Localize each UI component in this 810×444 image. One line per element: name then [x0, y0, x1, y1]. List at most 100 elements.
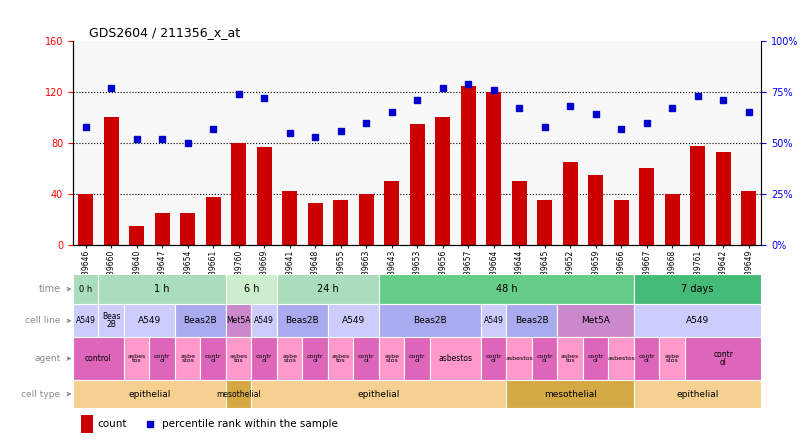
Text: contr
ol: contr ol [307, 354, 323, 363]
Bar [277, 274, 379, 304]
Text: A549: A549 [342, 316, 365, 325]
Bar [588, 175, 603, 245]
Text: asbe
stos: asbe stos [180, 354, 195, 363]
Text: Beas2B: Beas2B [413, 316, 446, 325]
Bar [124, 337, 149, 380]
Text: contr
ol: contr ol [154, 354, 170, 363]
Bar [379, 274, 634, 304]
Bar [557, 337, 583, 380]
Bar [302, 337, 328, 380]
Text: contr
ol: contr ol [536, 354, 553, 363]
Text: asbe
stos: asbe stos [282, 354, 297, 363]
Bar [634, 337, 659, 380]
Bar [175, 304, 226, 337]
Bar [639, 168, 654, 245]
Text: epithelial: epithelial [676, 389, 718, 399]
Bar [506, 380, 634, 408]
Bar [226, 337, 251, 380]
Text: contr
ol: contr ol [713, 350, 733, 367]
Bar [175, 337, 200, 380]
Bar [73, 274, 98, 304]
Bar [124, 304, 175, 337]
Bar [328, 304, 379, 337]
Text: asbe
stos: asbe stos [384, 354, 399, 363]
Text: A549: A549 [686, 316, 710, 325]
Bar [384, 181, 399, 245]
Bar [404, 337, 430, 380]
Bar [104, 117, 119, 245]
Bar [98, 304, 124, 337]
Text: asbes
tos: asbes tos [229, 354, 248, 363]
Text: GDS2604 / 211356_x_at: GDS2604 / 211356_x_at [89, 26, 241, 39]
Bar [430, 337, 481, 380]
Text: control: control [85, 354, 112, 363]
Bar [308, 203, 323, 245]
Bar [741, 191, 757, 245]
Bar [613, 200, 629, 245]
Bar [226, 304, 251, 337]
Bar [73, 337, 124, 380]
Text: contr
ol: contr ol [358, 354, 374, 363]
Bar [73, 380, 226, 408]
Text: asbes
tos: asbes tos [331, 354, 350, 363]
Bar [353, 337, 379, 380]
Bar [257, 147, 272, 245]
Text: Beas
2B: Beas 2B [102, 312, 121, 329]
Bar [608, 337, 634, 380]
Bar [481, 304, 506, 337]
Text: mesothelial: mesothelial [216, 389, 261, 399]
Bar [251, 337, 277, 380]
Text: contr
ol: contr ol [205, 354, 221, 363]
Text: asbestos: asbestos [608, 356, 635, 361]
Bar [129, 226, 144, 245]
Text: contr
ol: contr ol [638, 354, 655, 363]
Text: asbes
tos: asbes tos [561, 354, 579, 363]
Text: 6 h: 6 h [244, 284, 259, 294]
Text: cell line: cell line [25, 316, 61, 325]
Bar [155, 213, 170, 245]
Text: 7 days: 7 days [681, 284, 714, 294]
Bar [73, 304, 98, 337]
Text: A549: A549 [138, 316, 161, 325]
Bar [664, 194, 680, 245]
Text: percentile rank within the sample: percentile rank within the sample [162, 419, 338, 429]
Bar [78, 194, 93, 245]
Bar [537, 200, 552, 245]
Bar [481, 337, 506, 380]
Text: mesothelial: mesothelial [544, 389, 597, 399]
Bar [328, 337, 353, 380]
Text: 0 h: 0 h [79, 285, 92, 293]
Bar [226, 274, 277, 304]
Text: cell type: cell type [21, 389, 61, 399]
Bar [486, 92, 501, 245]
Text: Met5A: Met5A [582, 316, 610, 325]
Text: Beas2B: Beas2B [515, 316, 548, 325]
Text: Met5A: Met5A [227, 316, 251, 325]
Bar [461, 86, 475, 245]
Bar [379, 337, 404, 380]
Text: asbe
stos: asbe stos [665, 354, 680, 363]
Text: A549: A549 [484, 316, 504, 325]
Text: contr
ol: contr ol [587, 354, 604, 363]
Bar [410, 124, 424, 245]
Bar [98, 274, 226, 304]
Text: A549: A549 [75, 316, 96, 325]
Bar [562, 162, 578, 245]
Text: contr
ol: contr ol [256, 354, 272, 363]
Bar [506, 337, 532, 380]
Bar [251, 380, 506, 408]
Bar [685, 337, 761, 380]
Bar [715, 152, 731, 245]
Text: Beas2B: Beas2B [286, 316, 319, 325]
Text: count: count [97, 419, 126, 429]
Bar [200, 337, 226, 380]
Bar [231, 143, 246, 245]
Text: Beas2B: Beas2B [184, 316, 217, 325]
Text: epithelial: epithelial [128, 389, 171, 399]
Text: agent: agent [34, 354, 61, 363]
Bar [226, 380, 251, 408]
Bar [506, 304, 557, 337]
Bar [690, 146, 706, 245]
Bar [149, 337, 175, 380]
Bar [81, 415, 93, 433]
